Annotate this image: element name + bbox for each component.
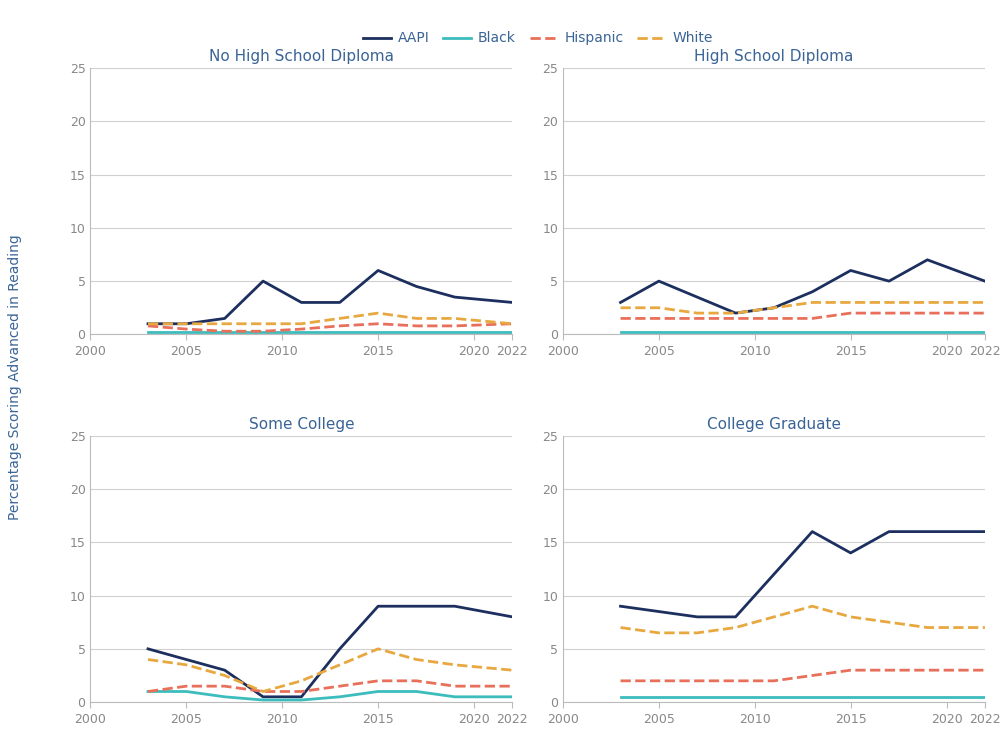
Title: Some College: Some College: [248, 417, 354, 432]
Title: College Graduate: College Graduate: [707, 417, 841, 432]
Title: High School Diploma: High School Diploma: [694, 49, 853, 64]
Title: No High School Diploma: No High School Diploma: [209, 49, 394, 64]
Text: Percentage Scoring Advanced in Reading: Percentage Scoring Advanced in Reading: [8, 235, 22, 520]
Legend: AAPI, Black, Hispanic, White: AAPI, Black, Hispanic, White: [358, 26, 718, 51]
